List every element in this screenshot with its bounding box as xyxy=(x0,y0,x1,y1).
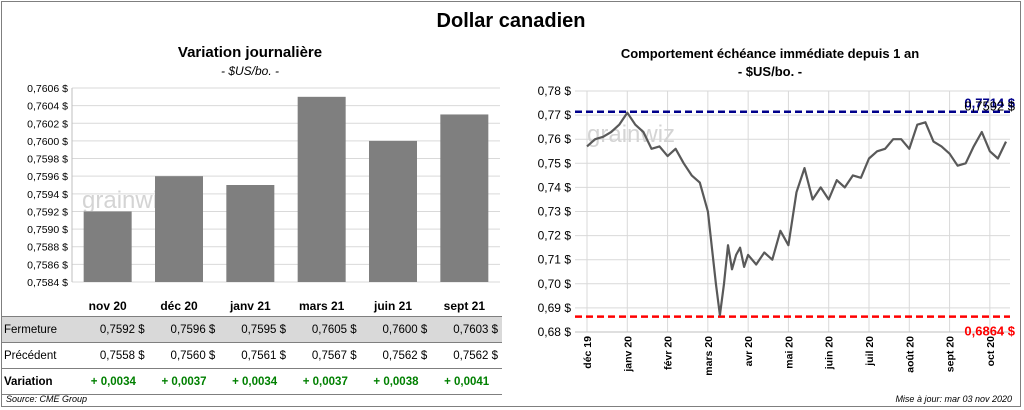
y-tick-label: 0,7600 $ xyxy=(27,136,68,148)
category-label: mars 21 xyxy=(299,299,345,313)
table-row: Fermeture 0,7592 $0,7596 $0,7595 $0,7605 … xyxy=(2,316,502,343)
page-title: Dollar canadien xyxy=(436,10,586,32)
high-value-label: 0,7714 $ xyxy=(964,96,1015,111)
bar-chart-subtitle: - $US/bo. - xyxy=(220,64,280,78)
table-row: Variation + 0,0034 + 0,0037 + 0,0034 + 0,003… xyxy=(2,368,502,395)
y-tick-label: 0,7604 $ xyxy=(27,101,68,113)
line-chart: grainwiz 0,68 $ 0,69 $ 0,70 $ 0,71 $ 0,72 $ 0… xyxy=(538,84,1016,376)
y-tick-label: 0,7596 $ xyxy=(27,171,68,183)
x-tick-label: janv 20 xyxy=(622,336,634,373)
table-cell: 0,7592 $ xyxy=(78,316,149,343)
y-tick-label: 0,76 $ xyxy=(538,132,572,146)
bar xyxy=(297,96,346,283)
x-tick-label: mai 20 xyxy=(783,336,795,369)
category-label: juin 21 xyxy=(373,299,412,313)
y-tick-label: 0,71 $ xyxy=(538,253,572,267)
y-tick-label: 0,7588 $ xyxy=(27,242,68,254)
table-cell: 0,7603 $ xyxy=(431,316,502,343)
x-tick-label: mars 20 xyxy=(703,336,715,376)
bar xyxy=(369,140,417,282)
x-tick-label: déc 19 xyxy=(582,336,594,369)
row-label: Fermeture xyxy=(2,316,78,343)
row-label: Précédent xyxy=(4,349,57,362)
table-row: Précédent 0,7558 $ 0,7560 $ 0,7561 $ 0,7567 … xyxy=(2,343,502,369)
category-label: sept 21 xyxy=(444,299,486,313)
line-chart-title: Comportement échéance immédiate depuis 1… xyxy=(620,46,920,61)
y-tick-label: 0,73 $ xyxy=(538,205,572,219)
row-label: Variation xyxy=(2,368,78,395)
category-label: déc 20 xyxy=(160,299,198,313)
table-cell: 0,7596 $ xyxy=(148,316,220,343)
x-tick-label: févr 20 xyxy=(663,336,675,370)
x-tick-label: août 20 xyxy=(904,336,916,373)
y-tick-label: 0,7586 $ xyxy=(27,259,68,271)
update-note: Mise à jour: mar 03 nov 2020 xyxy=(895,394,1012,404)
y-tick-label: 0,74 $ xyxy=(538,180,572,194)
table-cell: + 0,0041 xyxy=(431,368,502,395)
table-cell: 0,7560 $ xyxy=(170,349,216,362)
table-cell: + 0,0037 xyxy=(148,368,220,395)
table-cell: + 0,0037 xyxy=(289,368,361,395)
x-tick-label: juin 20 xyxy=(824,336,836,370)
y-tick-label: 0,7592 $ xyxy=(27,206,68,218)
table-cell: 0,7558 $ xyxy=(99,349,145,362)
y-tick-label: 0,7598 $ xyxy=(27,154,68,166)
table-cell: 0,7595 $ xyxy=(219,316,290,343)
category-label: nov 20 xyxy=(89,299,127,313)
bar xyxy=(155,176,203,282)
bar xyxy=(83,211,132,282)
table-cell: + 0,0034 xyxy=(219,368,290,395)
table-cell: 0,7605 $ xyxy=(289,316,361,343)
y-tick-label: 0,7590 $ xyxy=(27,224,68,236)
category-label: janv 21 xyxy=(229,299,271,313)
bar xyxy=(440,114,489,282)
x-tick-label: avr 20 xyxy=(743,336,755,367)
y-tick-label: 0,7606 $ xyxy=(27,83,68,95)
y-tick-label: 0,77 $ xyxy=(538,108,572,122)
bar xyxy=(226,185,275,282)
bar-chart-title: Variation journalière xyxy=(177,44,323,61)
x-tick-label: sept 20 xyxy=(945,336,957,372)
y-tick-label: 0,78 $ xyxy=(538,84,572,98)
table-cell: 0,7600 $ xyxy=(360,316,432,343)
line-chart-subtitle: - $US/bo. - xyxy=(737,64,803,79)
y-tick-label: 0,68 $ xyxy=(538,325,572,339)
price-line xyxy=(586,111,1007,317)
y-tick-label: 0,7584 $ xyxy=(27,277,68,289)
y-tick-label: 0,69 $ xyxy=(538,301,572,315)
bar-chart: grainwiz 0,7584 $0,7586 $0,7588 $0,7590 … xyxy=(27,83,500,313)
table-cell: 0,7561 $ xyxy=(241,349,286,362)
table-cell: + 0,0034 xyxy=(78,368,149,395)
x-tick-label: juil 20 xyxy=(864,336,876,367)
watermark-logo: grainwiz xyxy=(587,121,675,148)
y-tick-label: 0,7602 $ xyxy=(27,118,68,130)
price-table: Fermeture 0,7592 $0,7596 $0,7595 $0,7605 … xyxy=(2,316,502,395)
table-cell: 0,7562 $ xyxy=(382,349,428,362)
x-tick-label: oct 20 xyxy=(985,336,997,367)
y-tick-label: 0,7594 $ xyxy=(27,189,68,201)
table-cell: + 0,0038 xyxy=(360,368,432,395)
low-value-label: 0,6864 $ xyxy=(964,324,1015,339)
table-cell: 0,7562 $ xyxy=(453,349,498,362)
y-tick-label: 0,70 $ xyxy=(538,277,572,291)
last-value-label: 0,7592 $ xyxy=(964,99,1015,114)
source-note: Source: CME Group xyxy=(6,394,88,404)
y-tick-label: 0,75 $ xyxy=(538,156,572,170)
table-cell: 0,7567 $ xyxy=(311,349,357,362)
y-tick-label: 0,72 $ xyxy=(538,229,572,243)
